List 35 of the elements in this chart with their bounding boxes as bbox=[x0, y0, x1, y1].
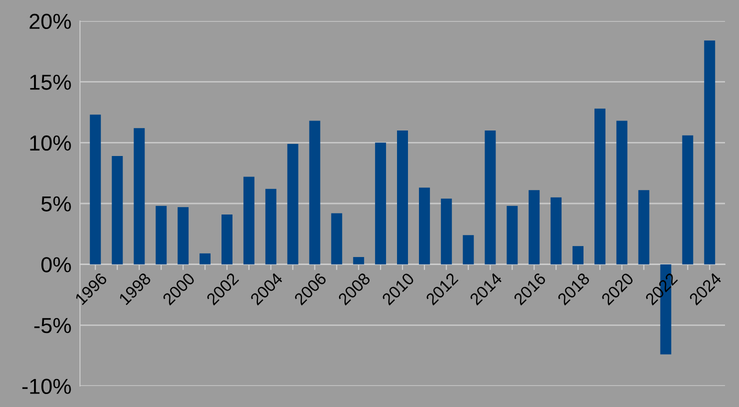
y-tick-label: -10% bbox=[22, 378, 71, 394]
bar bbox=[375, 142, 386, 264]
bar bbox=[265, 188, 276, 264]
y-tick-label: 15% bbox=[30, 74, 71, 90]
bar bbox=[222, 214, 232, 264]
bar bbox=[112, 156, 123, 264]
bar bbox=[90, 114, 101, 264]
bar bbox=[134, 128, 145, 264]
bar bbox=[594, 108, 606, 264]
bar bbox=[550, 197, 562, 264]
y-tick-label: -5% bbox=[34, 318, 71, 334]
bar bbox=[506, 206, 518, 264]
bar bbox=[462, 235, 474, 264]
bar bbox=[528, 190, 540, 264]
y-tick-label: 0% bbox=[41, 257, 71, 272]
bar bbox=[616, 120, 628, 264]
y-tick-label: 10% bbox=[30, 135, 71, 151]
bar bbox=[353, 257, 364, 264]
bar bbox=[331, 213, 342, 264]
bar bbox=[397, 130, 408, 264]
y-tick-label: 5% bbox=[41, 196, 71, 212]
bar bbox=[484, 130, 496, 264]
bar bbox=[682, 135, 694, 264]
y-tick-label: 20% bbox=[30, 14, 71, 30]
bar bbox=[704, 40, 716, 264]
bar bbox=[243, 176, 254, 264]
bar bbox=[178, 207, 189, 264]
bar bbox=[418, 188, 430, 264]
bar bbox=[440, 198, 452, 264]
bar bbox=[287, 144, 298, 264]
bar bbox=[572, 246, 584, 264]
bar bbox=[156, 206, 167, 264]
bar bbox=[309, 120, 320, 264]
bar bbox=[638, 190, 650, 264]
bar bbox=[200, 253, 211, 264]
